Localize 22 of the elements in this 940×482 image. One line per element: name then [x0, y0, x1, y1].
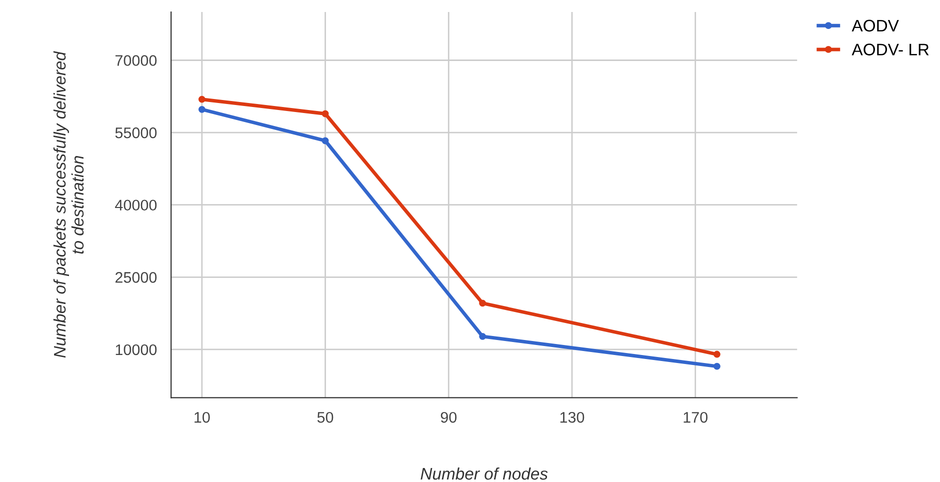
point: [713, 362, 720, 370]
x-tick-label: 10: [194, 412, 210, 423]
point: [479, 332, 486, 340]
x-tick-label: 130: [560, 412, 584, 423]
y-tick-label: 55000: [115, 127, 157, 138]
x-tick-label: 170: [684, 412, 708, 423]
point: [713, 350, 720, 358]
y-tick-label: 70000: [115, 55, 157, 66]
y-axis-title: Number of packets successfully delivered to destination: [53, 51, 84, 358]
point: [479, 300, 486, 307]
x-axis-title: Number of nodes: [420, 467, 548, 480]
legend-label: AODV: [852, 20, 899, 32]
y-tick-label: 40000: [115, 200, 157, 211]
point: [198, 106, 206, 113]
point: [322, 110, 329, 118]
point: [198, 96, 206, 103]
y-tick-label: 10000: [116, 344, 157, 356]
point: [322, 137, 329, 144]
legend-label: AODV- LR: [852, 44, 929, 56]
y-tick-label: 25000: [115, 272, 157, 283]
x-tick-label: 50: [317, 412, 334, 423]
x-tick-label: 90: [440, 412, 457, 423]
